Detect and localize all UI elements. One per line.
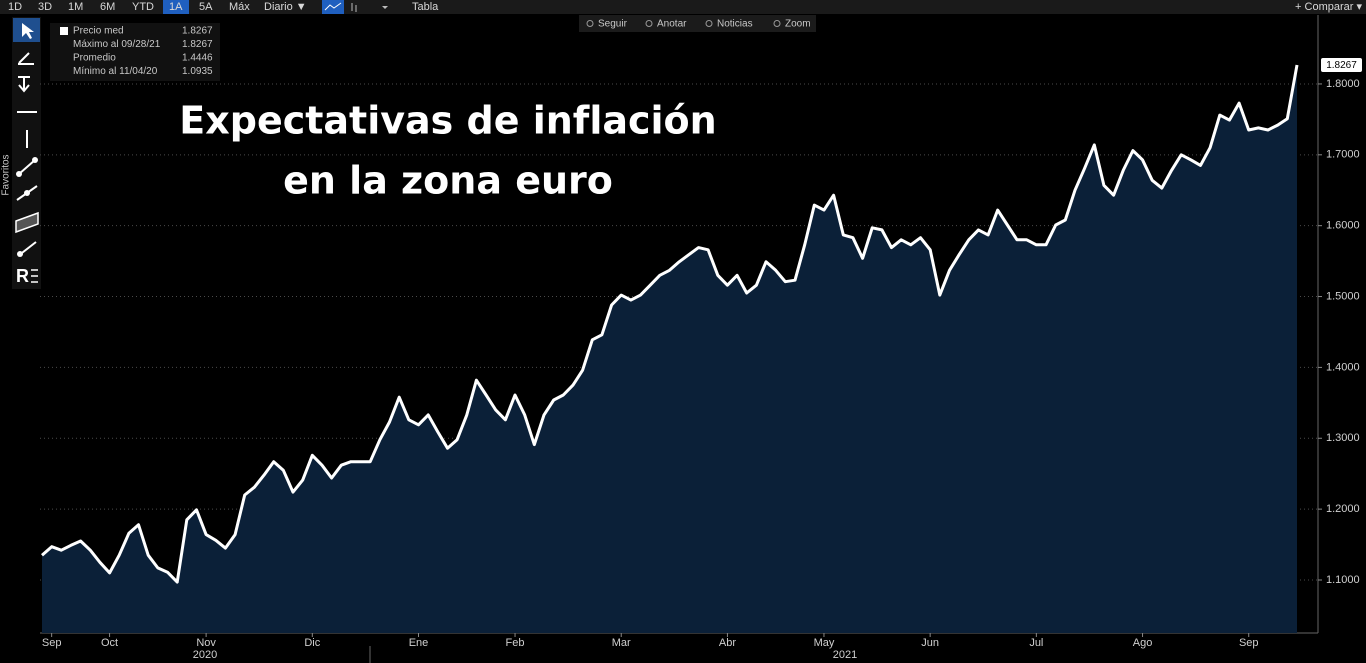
x-tick-label: Mar <box>612 637 631 649</box>
x-tick-label: Ago <box>1133 637 1153 649</box>
stat-value: 1.0935 <box>182 66 213 77</box>
chart-title: Expectativas de inflación <box>179 99 716 143</box>
x-tick-label: Jun <box>921 637 939 649</box>
line <box>41 64 1299 584</box>
chart-title: en la zona euro <box>283 159 613 203</box>
compare-button[interactable]: + Comparar ▾ <box>1295 1 1362 13</box>
x-tick-label: Ene <box>409 637 429 649</box>
y-tick-label: 1.2000 <box>1326 503 1360 515</box>
action-icon <box>645 20 653 27</box>
tool-fib[interactable] <box>18 76 30 93</box>
x-tick-label: Sep <box>42 637 62 649</box>
stat-value: 1.8267 <box>182 26 213 37</box>
stat-value: 1.4446 <box>182 53 213 64</box>
action-button[interactable]: Zoom <box>785 19 811 30</box>
action-icon <box>773 20 781 27</box>
frequency-select[interactable]: Diario ▼ <box>264 1 307 13</box>
range-button[interactable]: YTD <box>132 1 154 13</box>
tool-dot <box>16 171 22 177</box>
tool-pen[interactable] <box>18 52 34 65</box>
tool-panel <box>12 17 41 289</box>
tool-regression[interactable]: R <box>16 266 29 286</box>
range-button[interactable]: 1D <box>8 1 22 13</box>
tool-dot <box>24 190 30 196</box>
range-button[interactable]: 1A <box>169 1 183 13</box>
x-group-label: 2021 <box>833 649 857 661</box>
tool-dot <box>32 157 38 163</box>
tool-trend[interactable] <box>18 159 36 175</box>
favorites-label[interactable]: Favoritos <box>1 154 12 195</box>
table-button[interactable]: Tabla <box>412 1 439 13</box>
action-icon <box>705 20 713 27</box>
y-tick-label: 1.7000 <box>1326 149 1360 161</box>
y-tick-label: 1.8000 <box>1326 78 1360 90</box>
x-tick-label: Sep <box>1239 637 1259 649</box>
area <box>42 65 1297 633</box>
action-icon <box>586 20 594 27</box>
y-tick-label: 1.4000 <box>1326 361 1360 373</box>
dropdown-icon[interactable] <box>382 6 388 9</box>
x-tick-label: Oct <box>101 637 118 649</box>
x-tick-label: Feb <box>506 637 525 649</box>
range-button[interactable]: 1M <box>68 1 83 13</box>
x-group-label: 2020 <box>193 649 217 661</box>
range-button[interactable]: 6M <box>100 1 115 13</box>
x-tick-label: Jul <box>1029 637 1043 649</box>
tool-lines <box>31 269 38 283</box>
range-button[interactable]: 5A <box>199 1 213 13</box>
line-icon <box>324 2 342 11</box>
stat-label: Promedio <box>73 53 116 64</box>
y-tick-label: 1.1000 <box>1326 574 1360 586</box>
y-tick-label: 1.3000 <box>1326 432 1360 444</box>
x-tick-label: Nov <box>196 637 216 649</box>
y-tick-label: 1.6000 <box>1326 220 1360 232</box>
last-value-tag <box>1321 58 1362 73</box>
stat-label: Mínimo al 11/04/20 <box>73 66 158 77</box>
last-value-label: 1.8267 <box>1326 60 1357 71</box>
stat-label: Precio med <box>73 26 124 37</box>
range-button[interactable]: 3D <box>38 1 52 13</box>
active-range <box>163 0 189 14</box>
y-tick-label: 1.5000 <box>1326 290 1360 302</box>
x-tick-label: May <box>814 637 835 649</box>
tool-channel[interactable] <box>15 211 39 234</box>
legend-box <box>50 23 220 81</box>
x-tick-label: Abr <box>719 637 736 649</box>
legend-swatch <box>60 27 68 35</box>
action-bar <box>579 15 816 32</box>
range-button[interactable]: Máx <box>229 1 250 13</box>
x-tick-label: Dic <box>304 637 320 649</box>
cursor-icon <box>22 23 34 39</box>
action-button[interactable]: Seguir <box>598 19 628 30</box>
stat-label: Máximo al 09/28/21 <box>73 39 161 50</box>
tool-dot <box>17 251 23 257</box>
stat-value: 1.8267 <box>182 39 213 50</box>
action-button[interactable]: Anotar <box>657 19 687 30</box>
action-button[interactable]: Noticias <box>717 19 753 30</box>
bar-icon[interactable] <box>351 3 357 12</box>
